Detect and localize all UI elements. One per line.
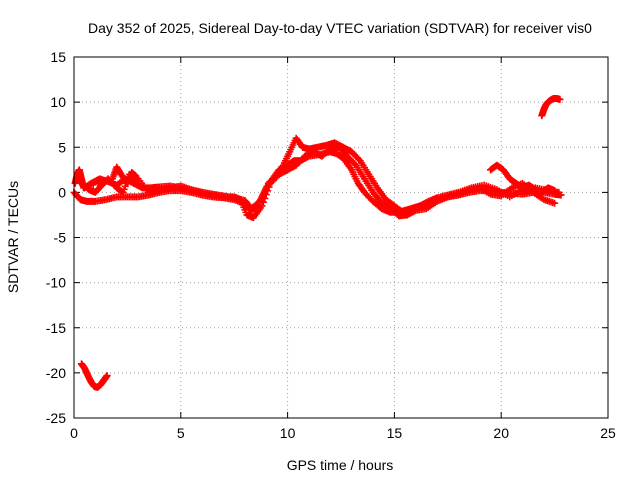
data-point [265, 183, 273, 191]
data-point [262, 191, 270, 199]
x-axis-label: GPS time / hours [287, 457, 394, 473]
data-point [103, 372, 111, 380]
x-tick-label: 15 [387, 425, 403, 441]
data-point [555, 188, 563, 196]
series-late-positive-arc [538, 95, 564, 120]
y-tick-label: -20 [46, 365, 66, 381]
data-series [70, 95, 565, 391]
data-point [261, 194, 269, 202]
y-tick-label: -5 [54, 230, 67, 246]
grid-lines [74, 57, 608, 418]
data-point [351, 160, 359, 168]
axis-ticks: 0 5 10 15 20 25 -25 -20 -15 -10 -5 0 5 10 15 [46, 49, 616, 441]
data-point [104, 176, 112, 184]
data-point [94, 179, 102, 187]
data-point [84, 182, 92, 190]
data-point [258, 202, 266, 210]
chart-title: Day 352 of 2025, Sidereal Day-to-day VTE… [88, 20, 592, 36]
data-point [99, 178, 107, 186]
series-evening-trace [487, 161, 559, 196]
series-early-negative-arc [77, 360, 111, 391]
y-tick-label: 5 [58, 139, 66, 155]
x-tick-label: 0 [70, 425, 78, 441]
plot-frame [73, 56, 609, 419]
data-point [551, 199, 559, 207]
data-point [259, 198, 267, 206]
x-tick-label: 25 [600, 425, 616, 441]
data-point [556, 95, 564, 103]
series-early-spikes [71, 163, 140, 192]
data-point [132, 172, 140, 180]
y-tick-label: 10 [50, 94, 66, 110]
data-point [80, 184, 88, 192]
data-point [355, 155, 363, 163]
y-tick-label: -15 [46, 320, 66, 336]
data-point [89, 181, 97, 189]
y-tick-label: -25 [46, 410, 66, 426]
x-tick-label: 20 [493, 425, 509, 441]
data-point [264, 187, 272, 195]
x-tick-label: 10 [280, 425, 296, 441]
y-tick-label: 15 [50, 49, 66, 65]
series-main-trace-a [70, 148, 565, 216]
series-main-trace-b [74, 134, 563, 216]
y-axis-label: SDTVAR / TECUs [5, 181, 21, 293]
x-tick-label: 5 [177, 425, 185, 441]
data-point [278, 163, 286, 171]
y-tick-label: -10 [46, 275, 66, 291]
data-point [551, 187, 559, 195]
y-tick-label: 0 [58, 184, 66, 200]
